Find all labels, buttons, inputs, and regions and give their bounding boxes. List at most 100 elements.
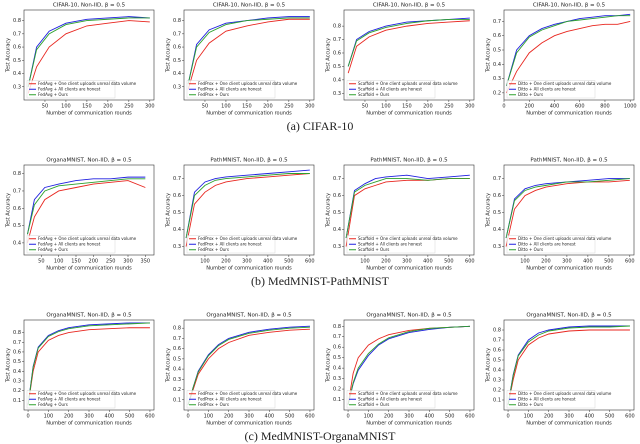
y-tick-label: 0.3: [333, 244, 341, 250]
y-tick-label: 0.5: [13, 223, 21, 229]
y-tick-label: 0.4: [13, 369, 21, 375]
y-tick-label: 0.7: [13, 188, 21, 194]
y-tick-label: 0.3: [173, 377, 181, 383]
series-line: [187, 17, 310, 85]
x-tick-label: 200: [221, 259, 231, 265]
x-tick-label: 400: [265, 414, 275, 420]
x-tick-label: 100: [54, 259, 64, 265]
chart-title: OrganaMNIST, Non-IID, β = 0.5: [526, 313, 612, 319]
x-axis-label: Number of communication rounds: [526, 266, 612, 272]
chart-title: OrganaMNIST, Non-IID, β = 0.5: [46, 313, 132, 319]
legend-label: Ditto + One client uploads unreal data v…: [518, 391, 612, 396]
x-tick-label: 100: [360, 259, 370, 265]
legend-box: [26, 235, 116, 254]
y-tick-label: 0.5: [333, 355, 341, 361]
legend-label: FedAvg + Ours: [38, 247, 68, 252]
x-tick-label: 300: [402, 259, 412, 265]
chart-title: CIFAR-10, Non-IID, β = 0.5: [213, 3, 286, 9]
y-tick-label: 0.3: [333, 376, 341, 382]
series-line: [27, 327, 150, 406]
x-tick-label: 100: [61, 104, 71, 110]
x-tick-label: 100: [204, 414, 214, 420]
y-tick-label: 0.5: [13, 359, 21, 365]
y-tick-label: 0.7: [173, 336, 181, 342]
x-tick-label: 600: [465, 259, 475, 265]
x-axis-label: Number of communication rounds: [46, 111, 132, 117]
x-tick-label: 1000: [624, 104, 637, 110]
y-tick-label: 0.5: [173, 210, 181, 216]
chart-title: OrganaMNIST, Non-IID, β = 0.5: [206, 313, 292, 319]
y-tick-label: 0.8: [13, 18, 21, 24]
y-axis-label: Test Accuracy: [486, 348, 492, 383]
legend-label: Ditto + One client uploads unreal data v…: [518, 236, 612, 241]
legend-label: Scaffold + Ours: [358, 247, 389, 252]
series-line: [187, 326, 310, 406]
series-line: [185, 173, 310, 239]
series-line: [27, 17, 150, 87]
x-tick-label: 800: [600, 104, 610, 110]
y-tick-label: 0.6: [13, 349, 21, 355]
y-tick-label: 0.6: [173, 193, 181, 199]
x-axis-label: Number of communication rounds: [366, 421, 452, 427]
x-tick-label: 600: [625, 259, 635, 265]
caption: (b) MedMNIST-PathMNIST: [251, 274, 390, 288]
y-tick-label: 0.1: [493, 398, 501, 404]
series-line: [506, 15, 631, 86]
x-axis-label: Number of communication rounds: [206, 111, 292, 117]
legend-label: FedAvg + All clients are honest: [38, 396, 101, 401]
y-tick-label: 0.5: [493, 358, 501, 364]
chart-title: PathMNIST, Non-IID, β = 0.5: [370, 158, 448, 164]
y-tick-label: 0.5: [173, 356, 181, 362]
y-tick-label: 0.5: [493, 48, 501, 54]
y-axis-label: Test Accuracy: [6, 348, 12, 383]
x-tick-label: 400: [550, 104, 560, 110]
legend-label: Scaffold + Ours: [358, 402, 389, 407]
y-tick-label: 0.3: [493, 378, 501, 384]
x-tick-label: 400: [263, 259, 273, 265]
y-tick-label: 0.6: [333, 50, 341, 56]
legend-label: FedProx + Ours: [198, 402, 229, 407]
legend-label: Scaffold + One client uploads unreal dat…: [358, 391, 458, 396]
y-tick-label: 0.4: [173, 367, 181, 373]
x-tick-label: 250: [444, 104, 454, 110]
series-line: [505, 179, 630, 247]
y-tick-label: 0.3: [13, 84, 21, 90]
x-axis-label: Number of communication rounds: [526, 111, 612, 117]
x-tick-label: 600: [305, 414, 315, 420]
y-axis-label: Test Accuracy: [166, 348, 172, 383]
y-axis-label: Test Accuracy: [6, 38, 12, 73]
x-tick-label: 300: [242, 259, 252, 265]
legend-label: Ditto + All clients are honest: [518, 86, 576, 91]
y-tick-label: 0.7: [333, 37, 341, 43]
y-tick-label: 0.1: [173, 397, 181, 403]
y-axis-label: Test Accuracy: [486, 193, 492, 228]
y-tick-label: 0.6: [493, 193, 501, 199]
y-tick-label: 0.8: [333, 324, 341, 330]
y-tick-label: 0.7: [333, 176, 341, 182]
y-tick-label: 0.7: [493, 19, 501, 25]
x-tick-label: 100: [381, 104, 391, 110]
legend-box: [186, 390, 276, 409]
x-tick-label: 150: [82, 104, 92, 110]
legend-label: FedProx + One client uploads unreal data…: [198, 391, 298, 396]
y-tick-label: 0.5: [333, 64, 341, 70]
x-axis-label: Number of communication rounds: [46, 266, 132, 272]
x-axis-label: Number of communication rounds: [366, 266, 452, 272]
y-tick-label: 0.6: [333, 345, 341, 351]
x-tick-label: 100: [524, 414, 534, 420]
y-tick-label: 0.4: [493, 368, 501, 374]
x-tick-label: 300: [123, 259, 133, 265]
legend-label: FedAvg + All clients are honest: [38, 241, 101, 246]
x-tick-label: 200: [381, 259, 391, 265]
x-tick-label: 200: [224, 414, 234, 420]
x-tick-label: 400: [105, 414, 115, 420]
y-tick-label: 0.6: [13, 206, 21, 212]
x-tick-label: 0: [346, 414, 349, 420]
legend-label: Ditto + All clients are honest: [518, 396, 576, 401]
x-tick-label: 100: [44, 414, 54, 420]
legend-label: Scaffold + All clients are honest: [358, 241, 422, 246]
x-tick-label: 500: [125, 414, 135, 420]
chart-title: CIFAR-10, Non-IID, β = 0.5: [533, 3, 606, 9]
y-tick-label: 0.7: [13, 31, 21, 37]
